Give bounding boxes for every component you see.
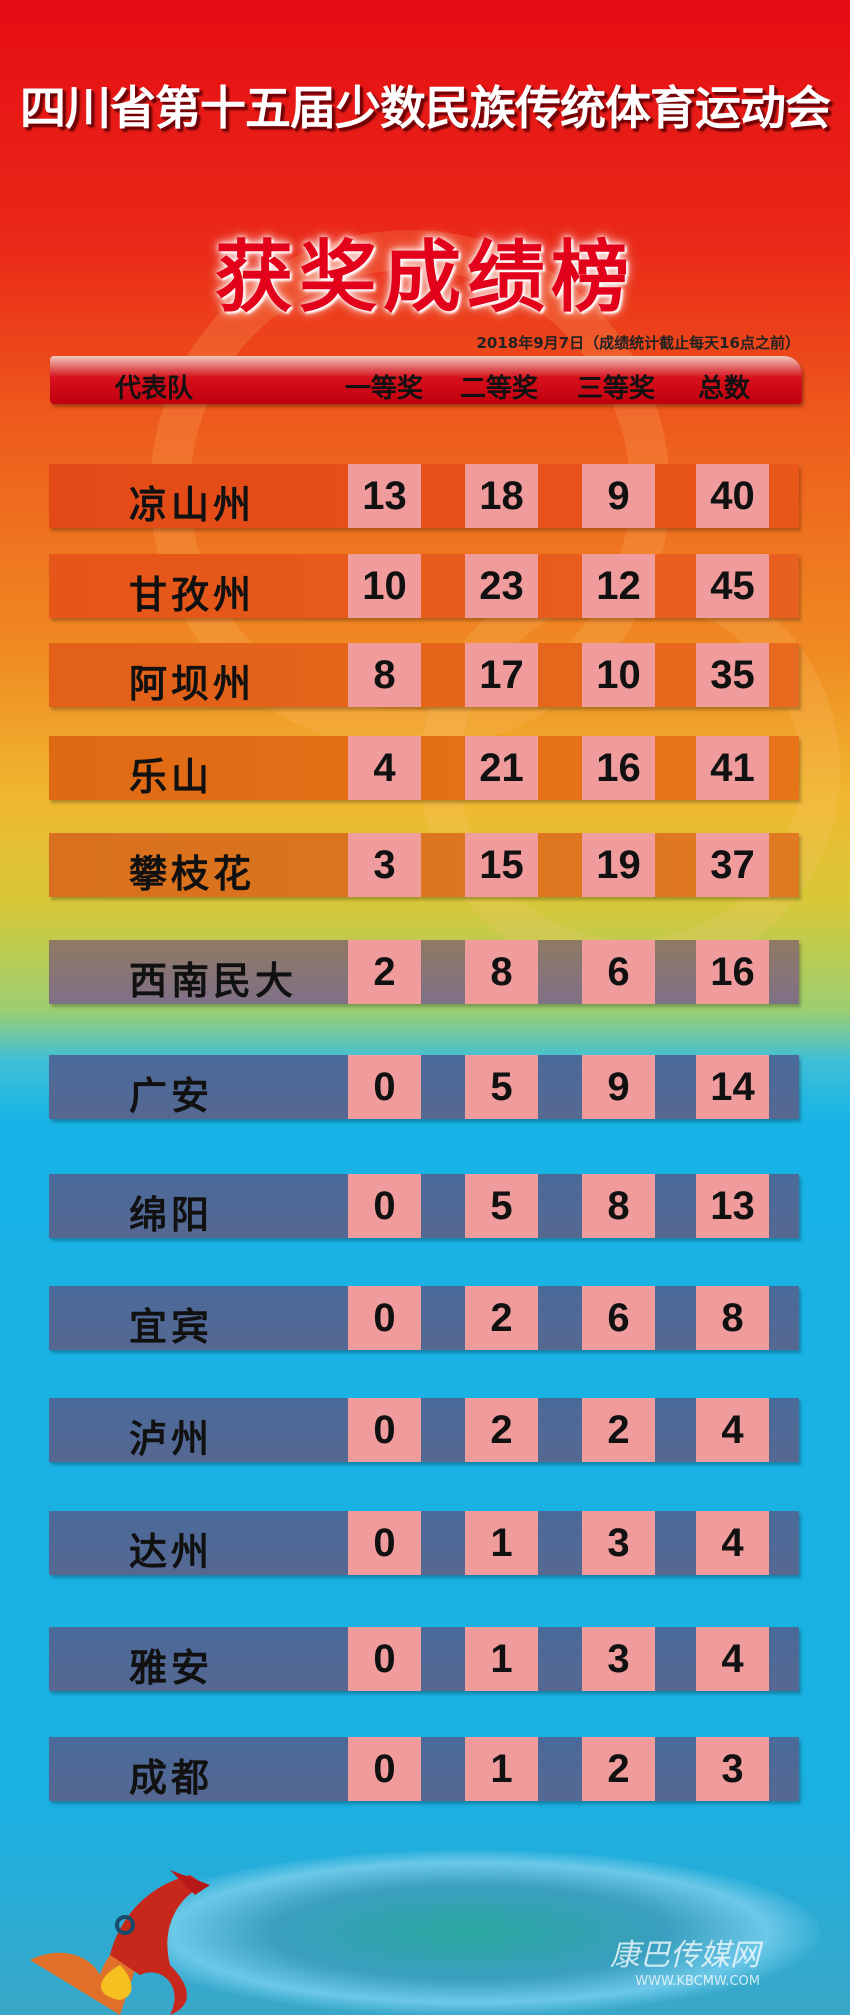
third-count-cell: 9 xyxy=(582,464,655,528)
date-note: 2018年9月7日（成绩统计截止每天16点之前） xyxy=(476,334,801,352)
total-count-cell: 40 xyxy=(696,464,769,528)
table-row: 阿坝州 8 17 10 35 xyxy=(49,643,799,707)
header-team: 代表队 xyxy=(115,374,194,404)
stadium-image xyxy=(120,1850,820,2015)
table-row: 成都 0 1 2 3 xyxy=(49,1737,799,1801)
third-count-cell: 9 xyxy=(582,1055,655,1119)
total-count-cell: 8 xyxy=(696,1286,769,1350)
table-row: 达州 0 1 3 4 xyxy=(49,1511,799,1575)
total-count-cell: 14 xyxy=(696,1055,769,1119)
team-name: 攀枝花 xyxy=(129,852,256,896)
second-count-cell: 1 xyxy=(465,1627,538,1691)
first-count-cell: 13 xyxy=(348,464,421,528)
second-count-cell: 5 xyxy=(465,1174,538,1238)
table-row: 甘孜州 10 23 12 45 xyxy=(49,554,799,618)
header-second: 二等奖 xyxy=(460,374,539,404)
third-count-cell: 6 xyxy=(582,940,655,1004)
team-name: 乐山 xyxy=(129,755,214,799)
second-count-cell: 1 xyxy=(465,1737,538,1801)
table-row: 宜宾 0 2 6 8 xyxy=(49,1286,799,1350)
team-name: 成都 xyxy=(129,1756,214,1800)
header-first: 一等奖 xyxy=(345,374,424,404)
table-row: 凉山州 13 18 9 40 xyxy=(49,464,799,528)
team-name: 西南民大 xyxy=(129,959,298,1003)
table-row: 广安 0 5 9 14 xyxy=(49,1055,799,1119)
third-count-cell: 2 xyxy=(582,1737,655,1801)
third-count-cell: 3 xyxy=(582,1627,655,1691)
horse-logo xyxy=(30,1870,210,2015)
team-name: 广安 xyxy=(129,1074,214,1118)
third-count-cell: 3 xyxy=(582,1511,655,1575)
table-row: 泸州 0 2 2 4 xyxy=(49,1398,799,1462)
first-count-cell: 0 xyxy=(348,1511,421,1575)
header-third: 三等奖 xyxy=(577,374,656,404)
first-count-cell: 2 xyxy=(348,940,421,1004)
table-row: 绵阳 0 5 8 13 xyxy=(49,1174,799,1238)
third-count-cell: 12 xyxy=(582,554,655,618)
table-header: 代表队 一等奖 二等奖 三等奖 总数 xyxy=(50,356,802,404)
total-count-cell: 3 xyxy=(696,1737,769,1801)
watermark-name: 康巴传媒网 xyxy=(610,1938,760,1973)
total-count-cell: 37 xyxy=(696,833,769,897)
total-count-cell: 45 xyxy=(696,554,769,618)
team-name: 泸州 xyxy=(129,1417,214,1461)
team-name: 凉山州 xyxy=(129,483,256,527)
total-count-cell: 13 xyxy=(696,1174,769,1238)
second-count-cell: 8 xyxy=(465,940,538,1004)
second-count-cell: 18 xyxy=(465,464,538,528)
team-name: 达州 xyxy=(129,1530,214,1574)
third-count-cell: 16 xyxy=(582,736,655,800)
second-count-cell: 2 xyxy=(465,1286,538,1350)
total-count-cell: 4 xyxy=(696,1627,769,1691)
team-name: 雅安 xyxy=(129,1646,214,1690)
first-count-cell: 0 xyxy=(348,1627,421,1691)
team-name: 甘孜州 xyxy=(129,573,256,617)
second-count-cell: 15 xyxy=(465,833,538,897)
second-count-cell: 5 xyxy=(465,1055,538,1119)
first-count-cell: 0 xyxy=(348,1737,421,1801)
second-count-cell: 21 xyxy=(465,736,538,800)
third-count-cell: 19 xyxy=(582,833,655,897)
team-name: 阿坝州 xyxy=(129,662,256,706)
third-count-cell: 6 xyxy=(582,1286,655,1350)
total-count-cell: 41 xyxy=(696,736,769,800)
third-count-cell: 8 xyxy=(582,1174,655,1238)
watermark: 康巴传媒网 WWW.KBCMW.COM xyxy=(610,1930,760,1989)
first-count-cell: 4 xyxy=(348,736,421,800)
first-count-cell: 0 xyxy=(348,1286,421,1350)
team-name: 绵阳 xyxy=(129,1193,214,1237)
total-count-cell: 4 xyxy=(696,1511,769,1575)
first-count-cell: 3 xyxy=(348,833,421,897)
first-count-cell: 0 xyxy=(348,1398,421,1462)
table-row: 乐山 4 21 16 41 xyxy=(49,736,799,800)
total-count-cell: 35 xyxy=(696,643,769,707)
third-count-cell: 10 xyxy=(582,643,655,707)
second-count-cell: 17 xyxy=(465,643,538,707)
third-count-cell: 2 xyxy=(582,1398,655,1462)
team-name: 宜宾 xyxy=(129,1305,214,1349)
second-count-cell: 2 xyxy=(465,1398,538,1462)
first-count-cell: 10 xyxy=(348,554,421,618)
event-title: 四川省第十五届少数民族传统体育运动会 xyxy=(20,81,831,135)
watermark-url: WWW.KBCMW.COM xyxy=(635,1974,760,1989)
total-count-cell: 16 xyxy=(696,940,769,1004)
page-title: 获奖成绩榜 xyxy=(214,233,635,323)
first-count-cell: 0 xyxy=(348,1174,421,1238)
table-row: 西南民大 2 8 6 16 xyxy=(49,940,799,1004)
table-row: 雅安 0 1 3 4 xyxy=(49,1627,799,1691)
header-total: 总数 xyxy=(698,374,751,404)
first-count-cell: 0 xyxy=(348,1055,421,1119)
second-count-cell: 23 xyxy=(465,554,538,618)
second-count-cell: 1 xyxy=(465,1511,538,1575)
first-count-cell: 8 xyxy=(348,643,421,707)
total-count-cell: 4 xyxy=(696,1398,769,1462)
table-row: 攀枝花 3 15 19 37 xyxy=(49,833,799,897)
